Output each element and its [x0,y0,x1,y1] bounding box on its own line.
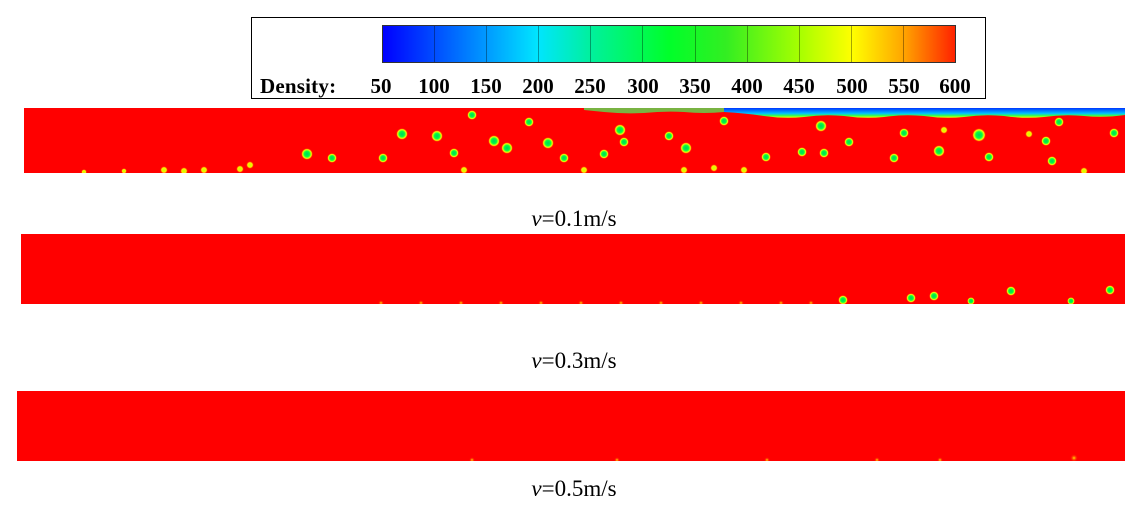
legend-tick: 600 [939,74,971,98]
legend-tick: 450 [783,74,815,98]
velocity-symbol: v [531,476,542,501]
density-field-panel-1 [24,108,1125,173]
colorbar-segment [487,26,540,62]
legend-tick: 500 [836,74,868,98]
colorbar-segment [852,26,904,62]
density-field-drawing-2 [378,285,1115,304]
legend-tick: 350 [679,74,711,98]
colorbar-segment [383,26,436,62]
colorbar-segment [904,26,955,62]
panel-caption-2: v=0.3m/s [0,348,1148,374]
colorbar-segment [435,26,488,62]
density-colorbar [382,25,956,63]
colorbar-segment [748,26,800,62]
density-field-panel-3 [17,391,1125,461]
velocity-symbol: v [531,348,542,373]
legend-title: Density: [260,74,337,98]
density-field-drawing-3 [469,454,1078,461]
velocity-value: =0.1m/s [541,206,617,231]
legend-tick: 400 [731,74,763,98]
velocity-symbol: v [531,206,542,231]
bottom-bubble-trail [378,300,814,304]
legend-tick: 100 [418,74,450,98]
colorbar-segment [539,26,592,62]
density-field-drawing-1 [81,108,1125,173]
legend-tick: 300 [627,74,659,98]
velocity-value: =0.3m/s [541,348,617,373]
density-field-panel-2 [21,234,1125,304]
legend-tick: 200 [522,74,554,98]
legend-tick: 250 [574,74,606,98]
panel-caption-1: v=0.1m/s [0,206,1148,232]
colorbar-segment [643,26,696,62]
legend-tick: 50 [370,74,392,98]
legend-tick: 550 [888,74,920,98]
panel-caption-3: v=0.5m/s [0,476,1148,502]
colorbar-segment [696,26,748,62]
colorbar-segment [591,26,644,62]
density-legend: Density: 50 100 150 200 250 300 350 400 … [251,17,986,99]
legend-tick-labels: 50 100 150 200 250 300 350 400 450 500 5… [358,74,978,98]
colorbar-segment [800,26,852,62]
velocity-value: =0.5m/s [541,476,617,501]
legend-tick: 150 [470,74,502,98]
